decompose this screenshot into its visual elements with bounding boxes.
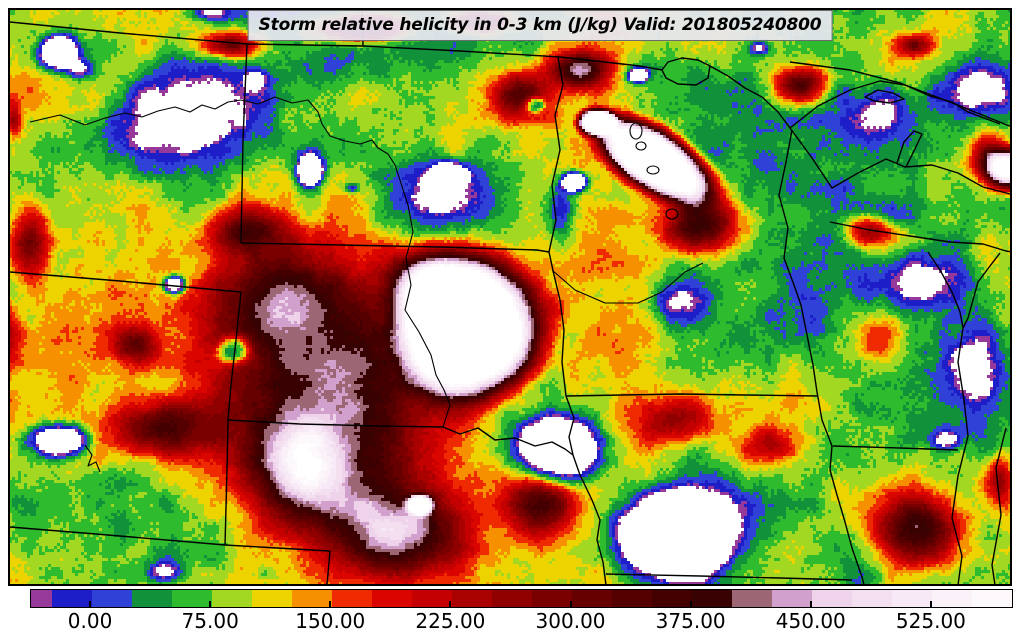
colorbar-segment [52, 590, 92, 607]
helicity-field-canvas [9, 9, 1011, 585]
map-area: Storm relative helicity in 0-3 km (J/kg)… [8, 8, 1012, 586]
colorbar-segment [212, 590, 252, 607]
colorbar-tick-mark [689, 601, 692, 607]
colorbar-segment [172, 590, 212, 607]
colorbar-tick-label: 375.00 [655, 609, 726, 633]
colorbar-tick-mark [929, 601, 932, 607]
colorbar-segment [932, 590, 972, 607]
colorbar-tick-mark [569, 601, 572, 607]
colorbar-tick-label: 450.00 [775, 609, 846, 633]
colorbar-segment [492, 590, 532, 607]
colorbar-segment [732, 590, 772, 607]
colorbar-segment [692, 590, 732, 607]
colorbar-segment [372, 590, 412, 607]
colorbar-tick-label: 75.00 [181, 609, 239, 633]
colorbar-segment [532, 590, 572, 607]
colorbar-segment [92, 590, 132, 607]
colorbar-segment [812, 590, 852, 607]
colorbar-tick-mark [209, 601, 212, 607]
colorbar-tick-mark [329, 601, 332, 607]
colorbar-tick-label: 150.00 [295, 609, 366, 633]
colorbar-segment [292, 590, 332, 607]
colorbar-segment [972, 590, 1012, 607]
colorbar-segment [252, 590, 292, 607]
colorbar-segment [612, 590, 652, 607]
colorbar-tick-label: 225.00 [415, 609, 486, 633]
colorbar-segment [652, 590, 692, 607]
plot-title: Storm relative helicity in 0-3 km (J/kg)… [258, 15, 822, 35]
colorbar-segment [772, 590, 812, 607]
colorbar-tick-label: 525.00 [895, 609, 966, 633]
colorbar-segment [31, 590, 52, 607]
colorbar-segment [332, 590, 372, 607]
plot-title-box: Storm relative helicity in 0-3 km (J/kg)… [247, 10, 833, 41]
colorbar-segment [572, 590, 612, 607]
colorbar [30, 589, 1013, 608]
colorbar-tick-mark [809, 601, 812, 607]
colorbar-segment [892, 590, 932, 607]
colorbar-tick-label: 0.00 [67, 609, 113, 633]
colorbar-segment [852, 590, 892, 607]
colorbar-segment [132, 590, 172, 607]
colorbar-segment [452, 590, 492, 607]
colorbar-tick-label: 300.00 [535, 609, 606, 633]
colorbar-tick-mark [89, 601, 92, 607]
colorbar-segment [412, 590, 452, 607]
colorbar-tick-mark [449, 601, 452, 607]
